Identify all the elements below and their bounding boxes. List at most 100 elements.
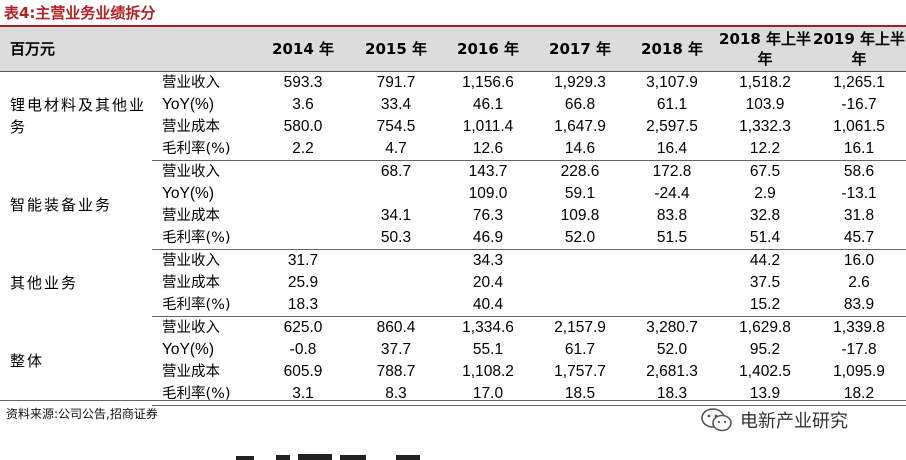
metric-label: 营业成本 (162, 363, 220, 380)
table-row: 锂电材料及其他业务 营业收入 593.3 791.7 1,156.6 1,929.3 3,1… (0, 71, 906, 136)
table-cell: -0.8 (289, 340, 317, 358)
table-cell: 12.6 (442, 137, 535, 161)
cropped-next-title (236, 454, 420, 460)
metric-label: 营业成本 (162, 274, 220, 291)
bottom-rule (0, 400, 906, 401)
table-row: YoY(%) 3.6 33.4 46.1 66.8 61.1 103.9 -16.7 (0, 94, 906, 116)
table-cell: 68.7 (380, 162, 412, 180)
header-col-2014: 2014 年 (256, 27, 351, 72)
table-cell: 61.1 (656, 95, 688, 113)
table-cell: 1,265.1 (833, 73, 885, 91)
table-cell (534, 272, 626, 294)
table-cell: 605.9 (283, 362, 323, 380)
table-cell (350, 249, 442, 272)
table-cell: 76.3 (472, 206, 504, 224)
table-cell (626, 249, 718, 272)
table-cell (626, 293, 719, 317)
header-col-2017: 2017 年 (534, 27, 627, 72)
table-row: 毛利率(%) 3.1 8.3 17.0 18.5 18.3 13.9 18.2 (0, 382, 906, 406)
table-cell: 580.0 (283, 117, 323, 135)
table-cell: 143.7 (468, 162, 508, 180)
table-cell: 17.0 (442, 382, 535, 406)
metric-label: YoY(%) (162, 184, 214, 202)
table-row: 营业成本 25.9 20.4 37.5 2.6 (0, 272, 906, 294)
table-cell: 50.3 (350, 226, 443, 250)
table-cell: 625.0 (283, 318, 323, 336)
table-cell: 4.7 (350, 137, 443, 161)
row-group-label: 其他业务 (10, 273, 79, 292)
table-cell: 58.6 (843, 162, 875, 180)
metric-label: 营业收入 (162, 163, 220, 180)
table-cell: 3.6 (292, 95, 314, 113)
table-cell: 8.3 (350, 382, 443, 406)
table-cell: 34.3 (472, 251, 504, 269)
table-cell: 103.9 (745, 95, 785, 113)
table-cell: 788.7 (376, 362, 416, 380)
header-col-2019h1: 2019 年上半年 (812, 27, 906, 72)
table-cell: 593.3 (283, 73, 323, 91)
metric-label: 营业成本 (162, 207, 220, 224)
metric-label: YoY(%) (162, 95, 214, 113)
table-cell: 2.6 (848, 273, 870, 291)
table-cell (534, 293, 627, 317)
table-cell (350, 272, 442, 294)
table-cell (256, 226, 351, 250)
metric-label: 营业收入 (162, 74, 220, 91)
header-col-2018h1: 2018 年上半年 (718, 27, 813, 72)
table-cell (256, 205, 350, 227)
table-cell: 3.1 (256, 382, 351, 406)
table-cell: 2.9 (754, 184, 776, 202)
table-cell: 1,929.3 (554, 73, 606, 91)
table-cell: 15.2 (718, 293, 813, 317)
table-cell: 46.1 (472, 95, 504, 113)
table-cell: 13.9 (718, 382, 813, 406)
table-row: 毛利率(%) 50.3 46.9 52.0 51.5 51.4 45.7 (0, 226, 906, 250)
table-cell: 2.2 (256, 137, 351, 161)
table-cell: 172.8 (652, 162, 692, 180)
table-cell (350, 183, 442, 205)
table-cell: 18.5 (534, 382, 627, 406)
table-cell: 83.8 (656, 206, 688, 224)
table-cell: 25.9 (287, 273, 319, 291)
metric-label: 毛利率(%) (152, 226, 257, 250)
table-cell: 67.5 (749, 162, 781, 180)
table-cell: 3,107.9 (646, 73, 698, 91)
table-cell: 37.5 (749, 273, 781, 291)
table-cell: 46.9 (442, 226, 535, 250)
header-row: 百万元 2014 年 2015 年 2016 年 2017 年 2018 年 2… (0, 27, 906, 72)
table-cell: 1,757.7 (554, 362, 606, 380)
table-cell: 109.8 (560, 206, 600, 224)
table-cell: 32.8 (749, 206, 781, 224)
table-cell: 18.3 (256, 293, 351, 317)
table-cell: 61.7 (564, 340, 596, 358)
source-note: 资料来源:公司公告,招商证券 (6, 407, 158, 421)
metric-label: 营业成本 (162, 118, 220, 135)
table-cell: 16.0 (843, 251, 875, 269)
table-cell: 51.4 (718, 226, 813, 250)
metric-label: 营业收入 (162, 319, 220, 336)
table-cell: 40.4 (442, 293, 535, 317)
table-cell: 109.0 (468, 184, 508, 202)
table-cell: 228.6 (560, 162, 600, 180)
watermark: 电新产业研究 (700, 405, 848, 435)
table-cell: -24.4 (654, 184, 690, 202)
table-cell: 14.6 (534, 137, 627, 161)
table-cell: 20.4 (472, 273, 504, 291)
table-cell: 33.4 (380, 95, 412, 113)
table-cell: -17.8 (841, 340, 877, 358)
table-cell: 83.9 (812, 293, 906, 317)
table-cell: 95.2 (749, 340, 781, 358)
table-cell: 3,280.7 (646, 318, 698, 336)
table-cell: 16.4 (626, 137, 719, 161)
table-cell: 1,334.6 (462, 318, 514, 336)
table-cell: 34.1 (380, 206, 412, 224)
table-cell (534, 249, 626, 272)
table-cell: 1,108.2 (462, 362, 514, 380)
table-cell: 1,095.9 (833, 362, 885, 380)
table-cell: 52.0 (656, 340, 688, 358)
table-cell: 1,011.4 (462, 117, 514, 135)
title-rule (0, 25, 906, 27)
metric-label: 毛利率(%) (152, 382, 257, 406)
table-cell: 1,518.2 (739, 73, 791, 91)
table-row: 整体 营业收入 625.0 860.4 1,334.6 2,157.9 3,280.7 1,6… (0, 316, 906, 370)
